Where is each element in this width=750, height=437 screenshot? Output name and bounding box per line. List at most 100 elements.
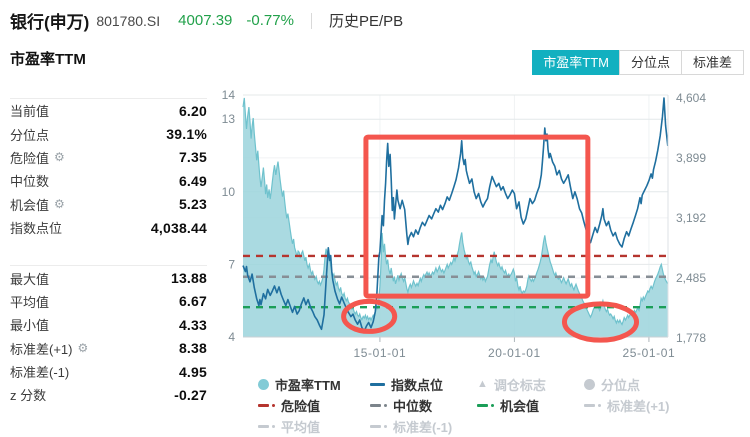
view-tabs: 市盈率TTM 分位点 标准差 [532, 50, 744, 75]
index-line-series [242, 97, 669, 332]
tab-std[interactable]: 标准差 [680, 50, 744, 75]
stat-label: 危险值 [10, 150, 50, 166]
stat-row: 标准差(+1) ⚙ 8.38 [10, 337, 207, 360]
median-marker-dot-icon [384, 404, 387, 407]
y-left-label: 13 [222, 112, 236, 126]
stat-label: 平均值 [10, 294, 50, 310]
legend-item-std-plus1[interactable]: 标准差(+1) [584, 395, 669, 416]
legend-item-pe-ttm[interactable]: 市盈率TTM [258, 374, 370, 395]
legend-label: 分位点 [601, 378, 641, 393]
legend-label: 市盈率TTM [275, 378, 341, 393]
stat-row: 平均值 6.67 [10, 290, 207, 313]
y-right-label: 3,899 [676, 151, 706, 165]
legend-item-index[interactable]: 指数点位 [370, 374, 477, 395]
stat-label: z 分数 [10, 388, 47, 404]
stat-value: 6.20 [178, 102, 207, 119]
stat-label: 最小值 [10, 318, 50, 334]
stat-row: 指数点位 4,038.44 [10, 216, 207, 239]
legend-label: 中位数 [393, 399, 433, 414]
legend-item-danger[interactable]: 危险值 [258, 395, 370, 416]
gear-icon[interactable]: ⚙ [77, 341, 89, 356]
index-change: -0.77% [246, 12, 294, 29]
stats-section-history: 最大值 13.88 平均值 6.67 最小值 4.33 标准差(+1) ⚙ 8.38 标准差(-1… [10, 265, 207, 406]
legend-label: 平均值 [281, 420, 321, 435]
stat-row: 最小值 4.33 [10, 313, 207, 336]
y-right-label: 1,778 [676, 331, 706, 345]
y-right-label: 2,485 [676, 271, 706, 285]
tab-percentile[interactable]: 分位点 [618, 50, 682, 75]
std-plus1-marker-icon [584, 404, 595, 407]
mean-marker-dot-icon [272, 425, 275, 428]
stat-value: 4.33 [178, 316, 207, 333]
legend-item-mean[interactable]: 平均值 [258, 416, 370, 437]
opportunity-marker-dot-icon [491, 404, 494, 407]
legend-label: 危险值 [281, 399, 321, 414]
stat-value: -0.27 [174, 386, 207, 403]
stat-row: 分位点 39.1% [10, 122, 207, 145]
annotation-ellipse-1 [341, 298, 398, 334]
stat-label: 标准差(+1) [10, 341, 73, 357]
legend-label: 机会值 [500, 399, 540, 414]
x-axis-label: 20-01-01 [488, 346, 541, 360]
gear-icon[interactable]: ⚙ [54, 197, 65, 212]
panel-title: 市盈率TTM [10, 51, 86, 68]
index-name: 银行(申万) [10, 13, 90, 32]
y-left-label: 14 [222, 88, 236, 102]
rebalance-marker-icon: ▲ [477, 378, 488, 390]
percentile-marker-icon [584, 379, 595, 390]
mean-marker-icon [258, 425, 269, 428]
stat-value: 39.1% [166, 126, 207, 143]
legend-item-std-minus1[interactable]: 标准差(-1) [370, 416, 477, 437]
stat-row: 危险值 ⚙ 7.35 [10, 146, 207, 169]
legend-item-percentile[interactable]: 分位点 [584, 374, 669, 395]
pe-area-series [243, 97, 668, 338]
stat-value: 4,038.44 [150, 219, 207, 236]
stat-value: 6.67 [178, 293, 207, 310]
x-axis-label: 25-01-01 [622, 346, 675, 360]
chart-legend: 市盈率TTM 指数点位 ▲ 调仓标志 分位点危险值 中位数 机会值 标准差(+1) 平均值 标准差… [258, 374, 669, 437]
stat-value: 13.88 [170, 270, 207, 287]
legend-item-rebalance[interactable]: ▲ 调仓标志 [477, 374, 584, 395]
index-code: 801780.SI [96, 12, 161, 29]
y-left-label: 4 [228, 330, 235, 344]
median-marker-icon [370, 404, 381, 407]
stat-value: 7.35 [178, 149, 207, 166]
stat-row: 当前值 6.20 [10, 99, 207, 122]
stat-value: 5.23 [178, 196, 207, 213]
stats-panel: 市盈率TTM 当前值 6.20 分位点 39.1% 危险值 ⚙ 7.35 中位数 6.49 机会值… [10, 48, 207, 407]
danger-marker-icon [258, 404, 269, 407]
tab-pe-ttm[interactable]: 市盈率TTM [532, 50, 620, 75]
y-right-label: 4,604 [676, 91, 706, 105]
stats-section-current: 当前值 6.20 分位点 39.1% 危险值 ⚙ 7.35 中位数 6.49 机会值 ⚙ 5.23 指数… [10, 98, 207, 239]
pe-chart: 15-01-01 20-01-01 25-01-01 4 7 10 13 14 1,778 2,4… [215, 85, 735, 382]
header: 银行(申万) 801780.SI 4007.39 -0.77% 历史PE/PB [10, 8, 403, 33]
stat-row: 中位数 6.49 [10, 169, 207, 192]
header-divider [310, 12, 312, 29]
stat-label: 中位数 [10, 174, 50, 190]
legend-item-median[interactable]: 中位数 [370, 395, 477, 416]
gear-icon[interactable]: ⚙ [54, 150, 65, 165]
x-axis-label: 15-01-01 [353, 346, 406, 360]
pe-ttm-marker-icon [258, 379, 269, 390]
std-minus1-marker-dot-icon [384, 425, 387, 428]
stat-row: 最大值 13.88 [10, 266, 207, 289]
stat-value: 8.38 [178, 340, 207, 357]
std-minus1-marker-icon [370, 425, 381, 428]
history-pepb-link[interactable]: 历史PE/PB [328, 13, 404, 30]
index-marker-icon [370, 383, 385, 386]
stat-row: 机会值 ⚙ 5.23 [10, 193, 207, 216]
stat-label: 机会值 [10, 197, 50, 213]
std-plus1-marker-dot-icon [598, 404, 601, 407]
legend-item-opportunity[interactable]: 机会值 [477, 395, 584, 416]
stat-label: 分位点 [10, 127, 50, 143]
y-right-label: 3,192 [676, 211, 706, 225]
danger-marker-dot-icon [272, 404, 275, 407]
stat-row: z 分数 -0.27 [10, 383, 207, 406]
chart-canvas[interactable]: 15-01-01 20-01-01 25-01-01 4 7 10 13 14 1,778 2,4… [215, 85, 735, 377]
y-left-label: 10 [222, 185, 236, 199]
opportunity-marker-icon [477, 404, 488, 407]
legend-label: 指数点位 [391, 378, 444, 393]
stat-value: 4.95 [178, 363, 207, 380]
index-price: 4007.39 [178, 12, 233, 29]
annotation-box [363, 134, 591, 299]
